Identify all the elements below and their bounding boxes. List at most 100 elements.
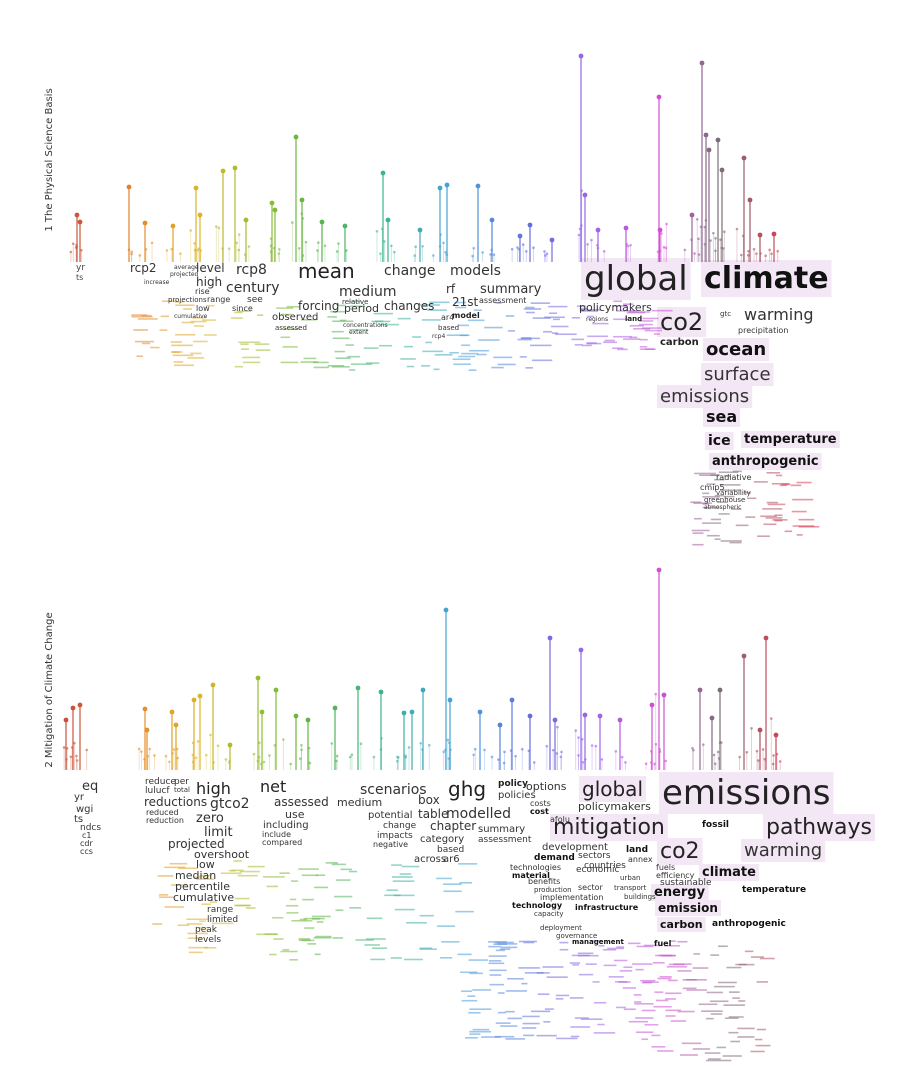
word: anthropogenic	[712, 454, 819, 469]
minor-word-mark	[460, 971, 478, 974]
minor-word-mark	[469, 1033, 481, 1035]
minor-word-mark	[698, 1003, 718, 1006]
minor-word-mark	[692, 532, 704, 534]
minor-word-mark	[755, 1044, 771, 1047]
minor-word-mark	[544, 316, 565, 319]
minor-word-mark	[164, 866, 186, 869]
minor-word-mark	[289, 898, 297, 901]
stem-head	[272, 207, 278, 213]
minor-stem-head	[490, 248, 493, 252]
minor-stem-head	[335, 759, 338, 763]
stem-head	[656, 567, 662, 573]
minor-word-mark	[569, 997, 584, 999]
word: range	[207, 905, 234, 915]
minor-word-mark	[150, 346, 160, 349]
minor-word-mark	[603, 964, 617, 967]
stem-head	[757, 727, 763, 733]
minor-word-mark	[164, 906, 184, 908]
stem-head	[697, 687, 703, 693]
minor-word-mark	[550, 325, 569, 328]
minor-word-mark	[635, 1017, 654, 1019]
stem-head	[527, 713, 533, 719]
minor-word-mark	[473, 309, 482, 311]
stem-head	[409, 709, 415, 715]
minor-word-mark	[612, 347, 624, 350]
minor-stem-head	[273, 743, 277, 747]
word-highlight	[701, 363, 774, 386]
minor-word-mark	[692, 543, 704, 546]
minor-stem-head	[772, 754, 775, 757]
minor-word-mark	[518, 967, 541, 969]
minor-word-mark	[524, 972, 544, 974]
minor-word-mark	[204, 947, 217, 949]
word-highlight	[763, 814, 875, 841]
minor-word-mark	[366, 917, 383, 920]
minor-word-mark	[774, 519, 783, 522]
word: per	[174, 777, 189, 787]
minor-word-mark	[616, 310, 638, 312]
minor-stem-head	[144, 248, 148, 251]
minor-stem-head	[750, 727, 753, 730]
word: temperature	[744, 432, 837, 447]
minor-stem-head	[712, 231, 715, 235]
minor-stem-head	[80, 248, 83, 252]
minor-word-mark	[181, 321, 195, 324]
minor-word-mark	[190, 320, 207, 323]
minor-word-mark	[469, 972, 483, 975]
minor-stem-head	[590, 744, 594, 747]
minor-stem-head	[65, 758, 68, 761]
minor-word-mark	[332, 320, 354, 323]
minor-word-mark	[619, 970, 633, 972]
minor-stem-head	[148, 747, 151, 751]
minor-word-mark	[577, 952, 594, 955]
minor-word-mark	[544, 1008, 554, 1010]
minor-word-mark	[659, 975, 672, 978]
minor-stem-head	[769, 717, 773, 720]
minor-word-mark	[702, 503, 709, 505]
stem-head	[489, 217, 495, 223]
word: land	[625, 315, 642, 323]
minor-stem-head	[697, 253, 701, 256]
minor-word-mark	[613, 300, 623, 303]
minor-word-mark	[651, 309, 673, 312]
minor-word-mark	[177, 924, 190, 927]
minor-word-mark	[141, 314, 152, 317]
minor-stem-head	[204, 753, 208, 757]
stem-head	[255, 675, 261, 681]
minor-word-mark	[234, 311, 243, 314]
minor-word-mark	[505, 990, 528, 992]
word: policy	[498, 779, 528, 789]
minor-word-mark	[559, 941, 569, 944]
minor-word-mark	[570, 1026, 591, 1028]
minor-stem-head	[472, 753, 475, 757]
minor-stem-head	[227, 247, 231, 250]
stem-head	[597, 713, 603, 719]
background-highlights	[550, 772, 875, 932]
minor-word-mark	[188, 946, 209, 949]
minor-word-mark	[530, 302, 550, 304]
minor-stem-head	[74, 246, 78, 249]
word: mitigation	[553, 815, 665, 840]
minor-stem-head	[257, 755, 261, 759]
minor-stem-head	[300, 748, 303, 752]
minor-stem-head	[580, 189, 583, 192]
minor-stem-head	[196, 248, 199, 252]
minor-word-mark	[710, 1013, 723, 1015]
background-highlights	[581, 258, 840, 470]
minor-word-mark	[188, 951, 203, 954]
word: use	[285, 808, 305, 821]
minor-word-mark	[633, 994, 642, 996]
minor-stem-head	[703, 225, 707, 229]
minor-word-mark	[484, 326, 503, 329]
minor-word-mark	[525, 367, 533, 369]
word: low	[196, 858, 215, 871]
minor-word-mark	[790, 484, 802, 487]
word: ocean	[706, 339, 766, 360]
minor-word-mark	[525, 306, 535, 309]
minor-stem-head	[471, 254, 474, 258]
minor-word-mark	[665, 1009, 681, 1012]
word-highlight	[709, 453, 822, 470]
stem-head	[689, 212, 695, 218]
minor-word-mark	[175, 304, 195, 307]
word: overshoot	[194, 848, 250, 861]
